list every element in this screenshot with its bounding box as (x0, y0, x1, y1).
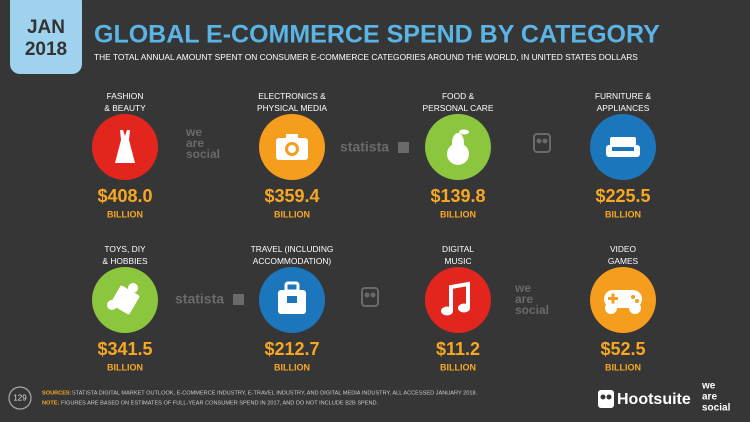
category: FOOD & PERSONAL CARE $139.8 BILLION (423, 91, 494, 219)
watermark-was: are (515, 292, 533, 306)
amount: $11.2 (436, 339, 480, 359)
unit: BILLION (107, 209, 143, 219)
amount: $408.0 (97, 186, 152, 206)
watermark-was: social (515, 303, 549, 317)
unit: BILLION (605, 209, 641, 219)
unit: BILLION (107, 362, 143, 372)
amount: $359.4 (264, 186, 319, 206)
badge-year: 2018 (25, 39, 67, 60)
icon-sofa (612, 147, 634, 151)
category-label: FASHION (107, 91, 144, 101)
icon-pad (629, 302, 641, 314)
category-label: DIGITAL (442, 244, 474, 254)
icon-pear (452, 133, 464, 153)
category: VIDEO GAMES $52.5 BILLION (590, 244, 656, 372)
unit: BILLION (274, 209, 310, 219)
sources-text: STATISTA DIGITAL MARKET OUTLOOK, E-COMME… (72, 390, 478, 396)
category-label: TOYS, DIY (104, 244, 146, 254)
unit: BILLION (440, 362, 476, 372)
icon-note (449, 281, 470, 310)
watermark-was: we (185, 125, 202, 139)
icon-circle (425, 267, 491, 333)
category: FASHION & BEAUTY $408.0 BILLION (92, 91, 158, 219)
watermark-was: are (186, 136, 204, 150)
category-label: APPLIANCES (597, 103, 650, 113)
amount: $225.5 (595, 186, 650, 206)
amount: $52.5 (600, 339, 645, 359)
category-label: FOOD & (442, 91, 475, 101)
category-label: & BEAUTY (104, 103, 146, 113)
was-brand: are (702, 392, 717, 403)
sources-label: SOURCES: (42, 390, 72, 396)
hootsuite-brand: Hootsuite (617, 391, 691, 408)
category: FURNITURE & APPLIANCES $225.5 BILLION (590, 91, 656, 219)
category-label: GAMES (608, 256, 639, 266)
owl-eye (600, 394, 606, 400)
category-label: MUSIC (445, 256, 472, 266)
watermark-statista: statista (340, 139, 389, 155)
icon-puzzle (128, 283, 138, 293)
note-text: FIGURES ARE BASED ON ESTIMATES OF FULL-Y… (61, 400, 379, 406)
icon-btn (635, 299, 639, 303)
watermark-owl (361, 287, 379, 307)
amount: $139.8 (430, 186, 485, 206)
category-label: ELECTRONICS & (258, 91, 326, 101)
icon-camera (286, 134, 298, 140)
statista-icon (233, 294, 244, 305)
hootsuite-owl (598, 390, 614, 408)
unit: BILLION (440, 209, 476, 219)
icon-leaf (459, 129, 469, 135)
page-number: 129 (13, 394, 27, 403)
owl-eye (364, 292, 370, 298)
date-badge (10, 0, 82, 74)
amount: $212.7 (264, 339, 319, 359)
category: ELECTRONICS & PHYSICAL MEDIA $359.4 BILLION (257, 91, 327, 219)
subtitle: THE TOTAL ANNUAL AMOUNT SPENT ON CONSUME… (94, 52, 638, 62)
unit: BILLION (274, 362, 310, 372)
was-brand: we (701, 381, 716, 392)
owl-eye (370, 292, 376, 298)
amount: $341.5 (97, 339, 152, 359)
note-label: NOTE: (42, 400, 60, 406)
page-circle (8, 386, 32, 410)
icon-pad (605, 302, 617, 314)
watermark-was: social (186, 147, 220, 161)
badge-month: JAN (27, 17, 65, 38)
watermark-owl (533, 133, 551, 153)
category-label: & HOBBIES (102, 256, 148, 266)
owl-eye (606, 394, 612, 400)
icon-note (458, 303, 470, 313)
category: TRAVEL (INCLUDING ACCOMMODATION) $212.7 BIL… (251, 244, 334, 372)
unit: BILLION (605, 362, 641, 372)
category: TOYS, DIY & HOBBIES $341.5 BILLION (92, 244, 158, 372)
was-brand: social (702, 403, 731, 414)
category: DIGITAL MUSIC $11.2 BILLION (425, 244, 491, 372)
category-label: PERSONAL CARE (423, 103, 494, 113)
category-label: TRAVEL (INCLUDING (251, 244, 334, 254)
category-label: ACCOMMODATION) (253, 256, 332, 266)
icon-note (441, 306, 453, 316)
icon-btn (631, 295, 635, 299)
owl-eye (536, 138, 542, 144)
owl-eye (542, 138, 548, 144)
icon-tag (287, 296, 297, 303)
statista-icon (398, 142, 409, 153)
category-label: FURNITURE & (595, 91, 652, 101)
category-grid: FASHION& BEAUTY$408.0BILLIONELECTRONICS … (92, 91, 656, 372)
watermark-statista: statista (175, 291, 224, 307)
icon-dress (115, 130, 135, 163)
title: GLOBAL E-COMMERCE SPEND BY CATEGORY (94, 21, 660, 49)
watermark-was: we (514, 281, 531, 295)
icon-lens (288, 145, 296, 153)
category-label: VIDEO (610, 244, 637, 254)
icon-dpad (611, 293, 615, 304)
icon-pear (447, 143, 469, 165)
category-label: PHYSICAL MEDIA (257, 103, 327, 113)
icon-puzzle (107, 300, 117, 310)
